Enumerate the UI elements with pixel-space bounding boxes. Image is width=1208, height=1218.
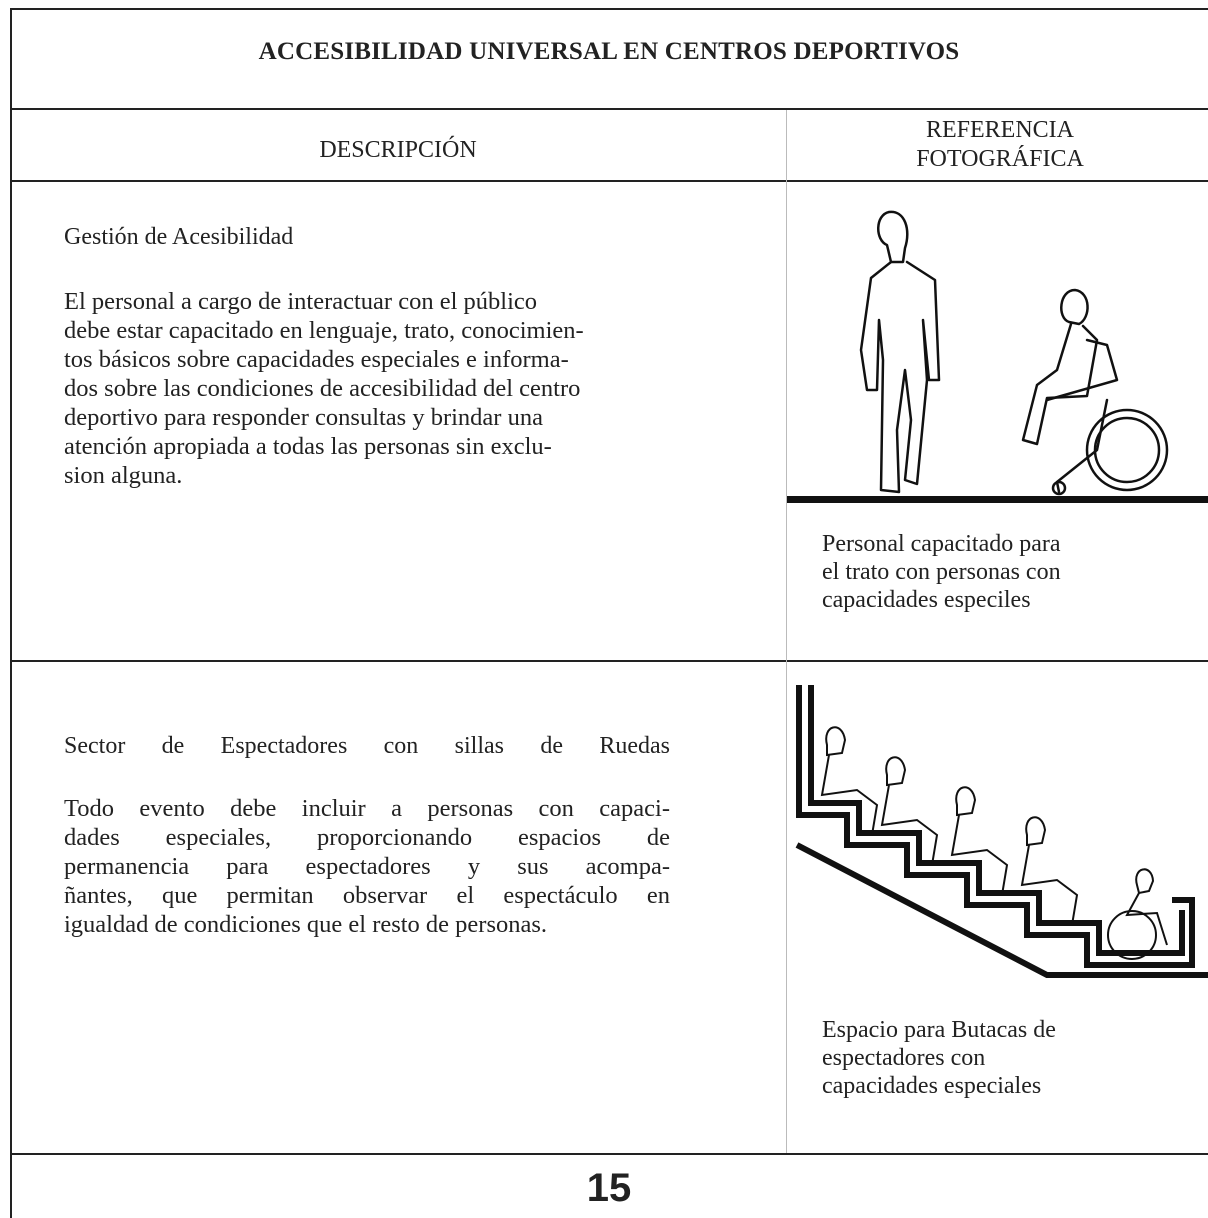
text-line: Personal capacitado para [822,531,1061,557]
illustration-staff [787,210,1208,503]
row-divider [10,108,1208,110]
text-line: dos sobre las condiciones de accesibilid… [64,375,581,402]
row-divider [10,180,1208,182]
text-line: atención apropiada a todas las personas … [64,433,552,460]
text-line: dades especiales, proporcionando espacio… [64,824,670,851]
table-frame [10,8,1208,1218]
text-line: permanencia para espectadores y sus acom… [64,853,670,880]
photo-caption: Espacio para Butacas de espectadores con c… [822,1016,1056,1100]
text-line: ñantes, que permitan observar el espectá… [64,882,670,909]
column-header: REFERENCIA FOTOGRÁFICA [916,117,1084,172]
text-line: capacidades especiales [822,1073,1042,1099]
row-divider [10,1153,1208,1155]
text-line: el trato con personas con [822,559,1061,585]
column-header: DESCRIPCIÓN [319,137,477,163]
text-line: deportivo para responder consultas y bri… [64,404,543,431]
row-paragraph: Todo evento debe incluir a personas con … [64,794,670,939]
text-line: espectadores con [822,1045,986,1071]
text-line: Todo evento debe incluir a personas con … [64,795,670,822]
column-divider [786,110,787,1153]
text-line: El personal a cargo de interactuar con e… [64,288,538,315]
text-line: igualdad de condiciones que el resto de … [64,911,548,938]
photo-caption: Personal capacitado para el trato con per… [822,530,1061,614]
row-divider [10,660,1208,662]
page-title: ACCESIBILIDAD UNIVERSAL EN CENTROS DEPOR… [258,38,960,65]
text-line: debe estar capacitado en lenguaje, trato… [64,317,584,344]
text-line: Espacio para Butacas de [822,1017,1056,1043]
text-line: tos básicos sobre capacidades especiales… [64,346,569,373]
row-paragraph: El personal a cargo de interactuar con e… [64,287,584,490]
text-line: capacidades especiles [822,587,1031,613]
page-number: 15 [586,1166,632,1210]
row-heading: Gestión de Acesibilidad [64,224,294,250]
illustration-seating [795,685,1208,978]
row-heading: Sector de Espectadores con sillas de Rue… [64,733,670,759]
text-line: sion alguna. [64,462,183,489]
